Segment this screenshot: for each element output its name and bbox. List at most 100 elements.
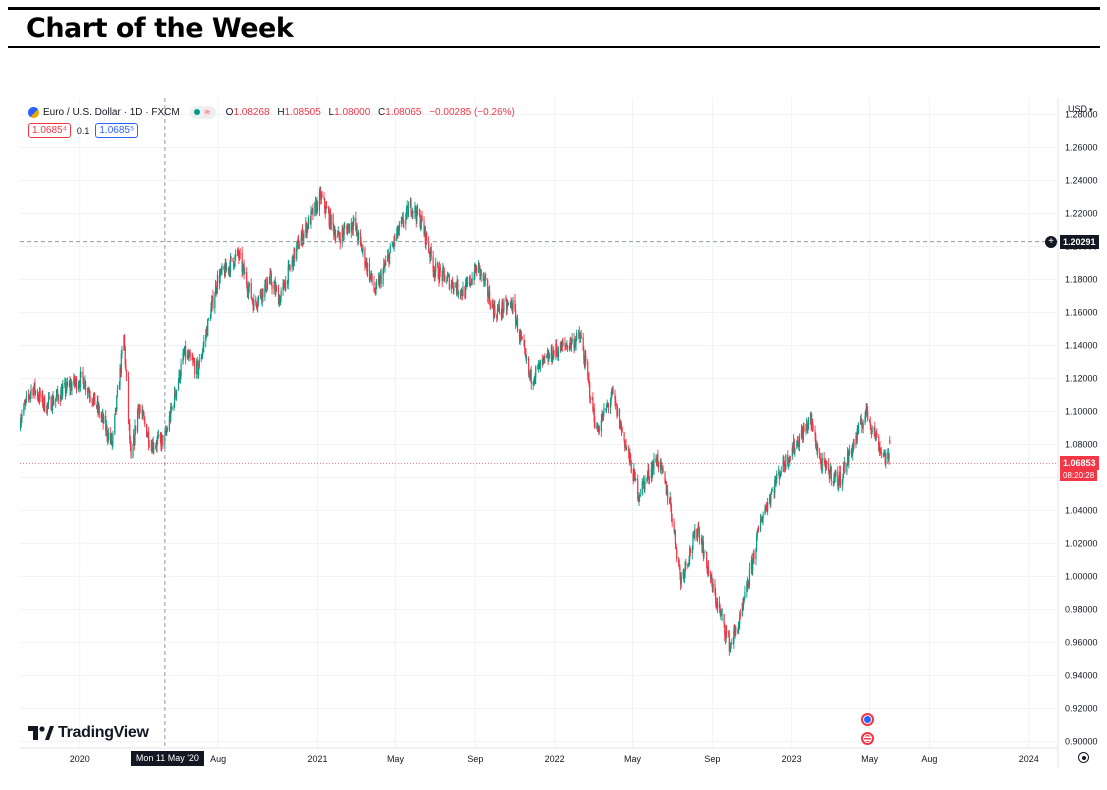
- candle-body: [191, 356, 193, 360]
- candle-body: [155, 445, 158, 447]
- chart-legend[interactable]: Euro / U.S. Dollar · 1D · FXCM ≈ O1.0826…: [28, 104, 515, 120]
- candle-body: [59, 400, 61, 402]
- candle-body: [474, 264, 476, 272]
- buy-button[interactable]: 1.0685⁵: [95, 123, 139, 138]
- settings-icon[interactable]: [1078, 752, 1089, 763]
- chart-panel[interactable]: 1.280001.260001.240001.220001.200001.180…: [20, 98, 1102, 778]
- candle-body: [738, 624, 740, 626]
- candle-body: [141, 410, 143, 415]
- candle-body: [746, 582, 749, 588]
- candle-body: [71, 384, 73, 391]
- candle-body: [278, 297, 280, 305]
- tradingview-logo[interactable]: TradingView: [28, 724, 149, 742]
- candle-body: [435, 263, 437, 272]
- candle-body: [53, 401, 55, 405]
- candle-body: [269, 272, 271, 281]
- candle-body: [229, 266, 231, 273]
- symbol-label[interactable]: Euro / U.S. Dollar · 1D · FXCM: [43, 106, 180, 118]
- candle-body: [473, 277, 475, 280]
- candle-body: [851, 448, 853, 455]
- candle-body: [410, 200, 412, 213]
- open-value: 1.08268: [233, 106, 270, 118]
- candle-body: [429, 252, 431, 258]
- candle-body: [110, 435, 113, 444]
- candle-body: [632, 472, 634, 481]
- candle-body: [324, 198, 326, 209]
- candle-body: [205, 328, 208, 335]
- tradingview-icon: [28, 726, 54, 740]
- candle-body: [546, 354, 548, 358]
- candle-body: [666, 490, 668, 495]
- candle-body: [780, 471, 782, 474]
- candle-body: [321, 194, 323, 197]
- candle-body: [483, 275, 485, 283]
- candle-body: [287, 280, 289, 284]
- candle-body: [70, 383, 72, 391]
- candle-body: [375, 282, 377, 294]
- candle-body: [255, 299, 257, 303]
- candle-body: [42, 393, 44, 406]
- candle-body: [485, 277, 487, 280]
- candle-body: [706, 562, 708, 573]
- candle-body: [34, 382, 36, 394]
- candle-body: [732, 642, 734, 645]
- candle-body: [518, 332, 521, 340]
- candle-body: [179, 375, 182, 380]
- candle-body: [711, 575, 713, 584]
- currency-selector[interactable]: USD ▾: [1068, 104, 1093, 114]
- eu-event-flag-icon[interactable]: [861, 713, 874, 726]
- candle-body: [151, 446, 153, 453]
- candle-body: [39, 391, 41, 398]
- candle-body: [492, 306, 495, 317]
- candle-body: [319, 191, 321, 193]
- candle-body: [589, 382, 591, 397]
- candle-body: [611, 389, 613, 398]
- candle-body: [206, 328, 208, 336]
- candle-body: [370, 274, 372, 277]
- candle-body: [698, 525, 700, 529]
- candle-body: [438, 278, 440, 282]
- candle-body: [748, 568, 751, 586]
- candle-body: [829, 472, 831, 479]
- candle-body: [343, 227, 345, 235]
- price-chart[interactable]: 1.280001.260001.240001.220001.200001.180…: [20, 98, 1102, 778]
- candle-body: [528, 372, 530, 374]
- candle-body: [741, 603, 743, 616]
- candle-body: [587, 361, 589, 376]
- candle-body: [757, 527, 759, 532]
- candle-body: [429, 247, 432, 258]
- candle-body: [33, 388, 35, 395]
- candle-body: [78, 384, 80, 386]
- candle-body: [271, 284, 273, 290]
- candle-body: [405, 207, 408, 215]
- candle-body: [209, 318, 211, 320]
- candle-body: [765, 506, 767, 510]
- candle-body: [135, 425, 137, 432]
- candle-body: [116, 389, 119, 397]
- candle-body: [227, 267, 230, 272]
- add-alert-plus-icon[interactable]: +: [1045, 235, 1057, 248]
- candle-body: [776, 473, 778, 480]
- candle-body: [583, 350, 585, 360]
- candle-body: [355, 217, 357, 230]
- candle-body: [43, 397, 45, 406]
- candle-body: [73, 376, 75, 385]
- x-tick-label: Aug: [921, 754, 937, 764]
- candle-body: [883, 453, 885, 456]
- sell-button[interactable]: 1.0685⁴: [28, 123, 71, 138]
- y-tick-label: 0.92000: [1065, 703, 1098, 713]
- candle-body: [357, 235, 359, 241]
- candle-body: [70, 383, 72, 390]
- candle-body: [609, 401, 612, 408]
- candle-body: [119, 367, 121, 386]
- candle-body: [207, 319, 209, 320]
- candle-body: [405, 214, 407, 225]
- candle-body: [719, 608, 721, 614]
- market-status-pill[interactable]: ≈: [189, 105, 216, 119]
- us-event-flag-icon[interactable]: [861, 732, 874, 745]
- candle-body: [683, 571, 685, 578]
- candle-body: [841, 479, 843, 486]
- candle-body: [32, 389, 34, 395]
- candle-body: [605, 405, 608, 411]
- candle-body: [353, 217, 355, 222]
